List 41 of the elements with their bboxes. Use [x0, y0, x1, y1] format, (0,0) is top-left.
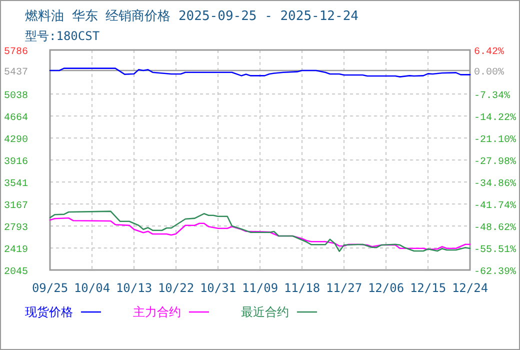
line-series	[49, 217, 471, 250]
y2-tick-label: -41.74%	[474, 200, 516, 212]
y2-tick-label: -62.39%	[474, 267, 516, 278]
x-tick-label: 12/24	[452, 281, 488, 295]
y2-tick-label: -21.10%	[474, 134, 516, 146]
legend-label: 主力合约	[133, 305, 181, 319]
y2-tick-label: 0.00%	[474, 68, 504, 79]
x-tick-label: 12/15	[410, 281, 446, 295]
x-tick-label: 11/09	[242, 281, 278, 295]
legend-label: 最近合约	[241, 305, 289, 319]
x-tick-label: 10/13	[116, 281, 152, 295]
y-tick-label: 5786	[4, 47, 28, 58]
y-tick-label: 2419	[4, 245, 28, 256]
x-tick-label: 11/18	[284, 281, 320, 295]
chart-title: 燃料油 华东 经销商价格 2025-09-25 - 2025-12-24	[25, 9, 359, 24]
x-tick-label: 10/04	[74, 281, 110, 295]
chart-subtitle: 型号:180CST	[25, 29, 100, 43]
y-tick-label: 2793	[4, 223, 28, 234]
y2-tick-label: -14.22%	[474, 112, 516, 124]
y2-tick-label: -34.86%	[474, 178, 516, 190]
y-tick-label: 3167	[4, 201, 28, 212]
x-tick-label: 11/27	[326, 281, 362, 295]
x-tick-label: 12/06	[368, 281, 404, 295]
y-tick-label: 4664	[4, 112, 28, 124]
legend-label: 现货价格	[25, 305, 73, 319]
y-tick-label: 5038	[4, 90, 28, 102]
x-tick-label: 09/25	[32, 281, 68, 295]
y-tick-label: 5437	[4, 68, 28, 79]
y2-tick-label: -55.51%	[474, 245, 516, 256]
y2-tick-label: -48.62%	[474, 222, 516, 234]
y2-tick-label: -7.34%	[474, 90, 510, 102]
line-series	[49, 68, 471, 78]
y-tick-label: 3916	[4, 156, 28, 168]
y2-tick-label: -27.98%	[474, 156, 516, 168]
line-series	[49, 210, 471, 252]
y2-tick-label: 6.42%	[474, 47, 504, 58]
y-tick-label: 2045	[4, 267, 28, 278]
x-tick-label: 10/31	[200, 281, 236, 295]
y-tick-label: 4290	[4, 134, 28, 146]
y-tick-label: 3541	[4, 179, 28, 190]
x-tick-label: 10/22	[158, 281, 194, 295]
